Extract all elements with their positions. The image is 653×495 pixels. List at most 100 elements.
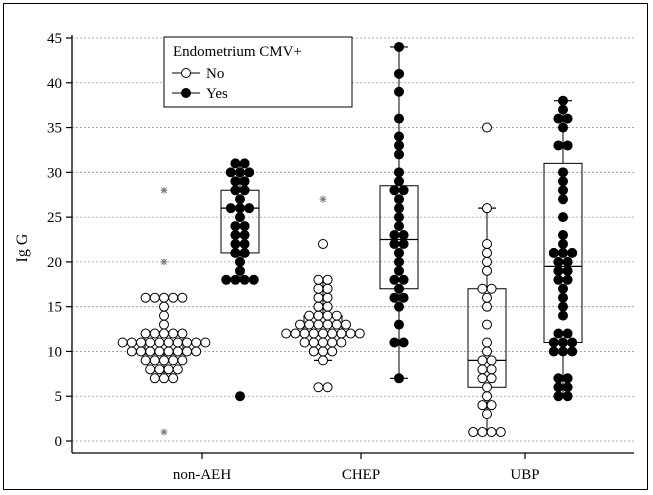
point-no [126, 337, 137, 348]
data-points [117, 41, 578, 438]
point-no [318, 238, 328, 249]
y-axis-label: Ig G [14, 233, 31, 262]
point-yes [558, 283, 568, 294]
point-yes [389, 274, 400, 285]
point-yes [225, 167, 236, 178]
point-no [336, 328, 347, 339]
point-yes [394, 149, 404, 160]
point-no [477, 400, 488, 411]
point-no [154, 337, 165, 348]
point-no [313, 319, 324, 330]
point-yes [230, 274, 241, 285]
point-yes [235, 265, 245, 276]
point-no [117, 337, 128, 348]
point-no [331, 319, 342, 330]
point-yes [394, 283, 404, 294]
point-no [159, 319, 169, 330]
outlier-stroke [161, 258, 167, 265]
point-yes [389, 337, 400, 348]
point-no [482, 301, 492, 312]
outlier-no [160, 428, 168, 436]
point-no [482, 382, 492, 393]
point-no [486, 373, 497, 384]
point-yes [230, 221, 241, 232]
point-no [318, 355, 328, 366]
point-no [308, 328, 319, 339]
point-yes [230, 247, 241, 258]
point-no [290, 328, 301, 339]
point-yes [567, 337, 578, 348]
point-no [482, 337, 492, 348]
point-yes [398, 274, 409, 285]
point-no [145, 337, 156, 348]
point-no [172, 364, 183, 375]
legend-no-label: No [206, 66, 224, 82]
y-tick-label: 40 [47, 76, 62, 92]
point-yes [562, 140, 573, 151]
point-no [318, 337, 328, 348]
point-no [149, 373, 160, 384]
y-tick-label: 20 [47, 255, 62, 271]
point-no [468, 427, 479, 438]
axes: 0 5 10 15 20 25 30 35 40 45 non-AEH CHEP UBP [47, 31, 634, 483]
point-yes [394, 131, 404, 142]
point-yes [398, 292, 409, 303]
point-no [145, 364, 156, 375]
point-no [336, 337, 347, 348]
point-no [477, 373, 488, 384]
point-yes [225, 203, 236, 214]
chart-frame: 0 5 10 15 20 25 30 35 40 45 non-AEH CHEP UBP Endomet… [3, 3, 648, 490]
legend-yes-marker [181, 88, 191, 98]
point-yes [558, 122, 568, 133]
point-yes [558, 337, 568, 348]
point-yes [553, 265, 564, 276]
point-no [172, 337, 183, 348]
point-no [313, 292, 324, 303]
outlier-stroke [161, 187, 167, 194]
point-no [168, 328, 179, 339]
point-yes [562, 391, 573, 402]
point-no [482, 346, 492, 357]
point-yes [548, 346, 559, 357]
point-yes [244, 167, 255, 178]
point-no [482, 292, 492, 303]
point-no [149, 355, 160, 366]
point-no [313, 274, 324, 285]
point-no [299, 328, 310, 339]
point-no [322, 283, 333, 294]
point-yes [553, 328, 564, 339]
point-yes [562, 265, 573, 276]
point-no [172, 346, 183, 357]
point-no [482, 238, 492, 249]
point-yes [230, 158, 241, 169]
point-no [308, 337, 319, 348]
point-yes [558, 185, 568, 196]
point-yes [558, 104, 568, 115]
legend-yes-label: Yes [206, 86, 228, 102]
point-no [486, 364, 497, 375]
point-no [140, 328, 151, 339]
point-yes [394, 301, 404, 312]
point-yes [235, 212, 245, 223]
point-yes [389, 230, 400, 241]
point-yes [548, 247, 559, 258]
point-no [126, 346, 137, 357]
point-no [295, 319, 305, 330]
point-no [327, 328, 338, 339]
point-yes [235, 203, 245, 214]
point-yes [394, 194, 404, 205]
point-yes [562, 256, 573, 267]
y-tick-label: 30 [47, 165, 62, 181]
point-no [140, 355, 151, 366]
point-yes [558, 194, 568, 205]
point-no [322, 382, 333, 393]
point-yes [562, 382, 573, 393]
point-yes [239, 221, 250, 232]
point-yes [548, 337, 559, 348]
point-yes [558, 238, 568, 249]
point-yes [244, 203, 255, 214]
point-no [159, 310, 169, 321]
point-yes [558, 95, 568, 106]
point-yes [389, 185, 400, 196]
point-no [482, 391, 492, 402]
